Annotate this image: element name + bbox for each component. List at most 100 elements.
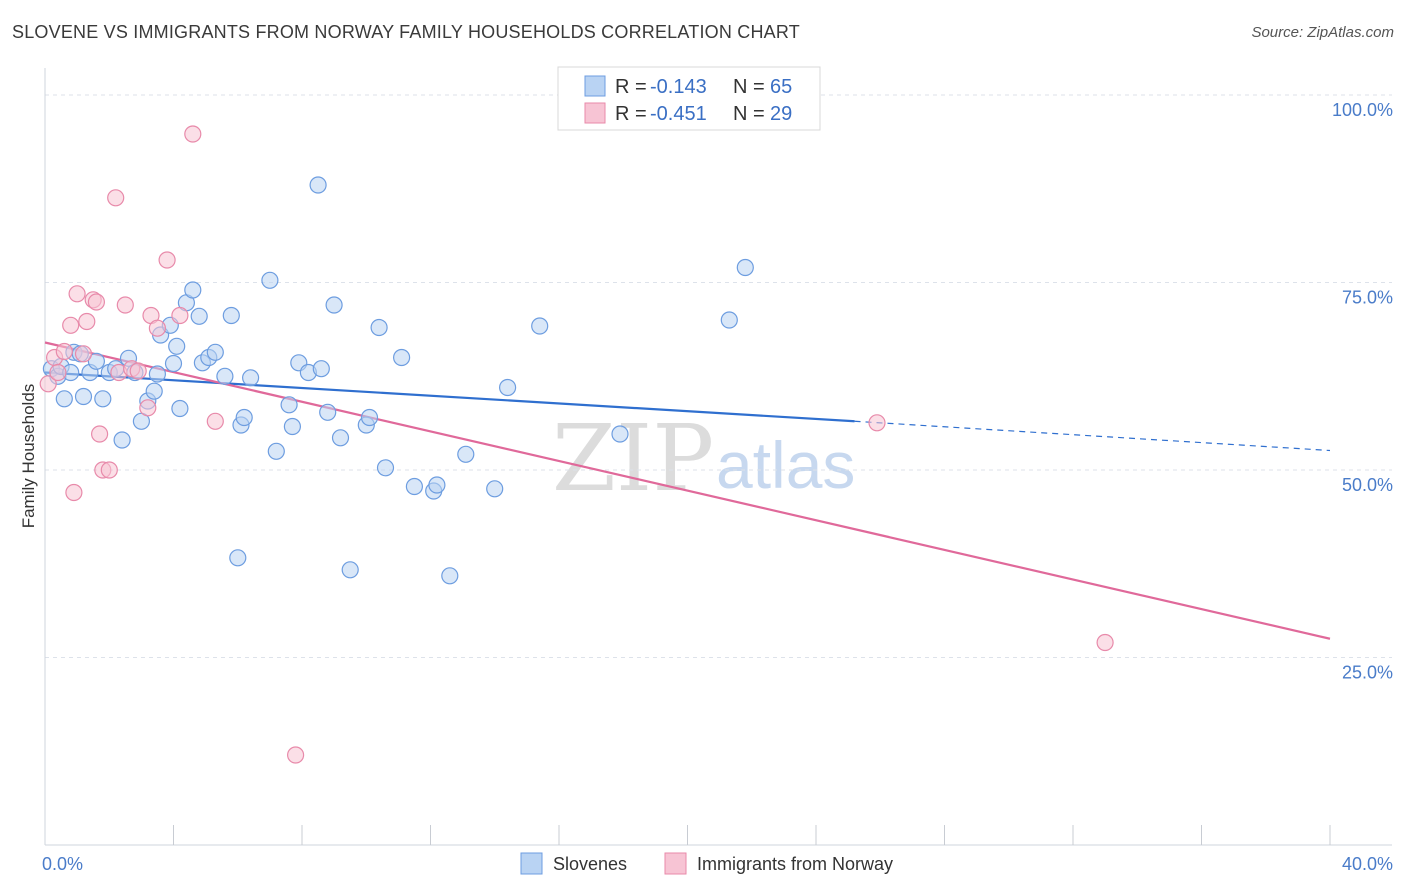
- point-slovenes: [331, 429, 350, 447]
- point-slovenes: [309, 176, 327, 194]
- point-norway: [206, 412, 224, 430]
- point-slovenes: [164, 354, 183, 373]
- point-norway: [171, 306, 189, 325]
- point-norway: [287, 746, 305, 764]
- legend-n-value-2: 29: [770, 103, 792, 125]
- point-slovenes: [736, 258, 754, 277]
- point-slovenes: [319, 403, 337, 421]
- point-slovenes: [74, 387, 93, 406]
- point-norway: [158, 251, 176, 269]
- point-norway: [68, 285, 86, 303]
- legend-swatch-slovenes: [584, 75, 606, 97]
- point-slovenes: [242, 369, 260, 387]
- point-slovenes: [441, 567, 459, 585]
- point-norway: [62, 316, 80, 334]
- point-norway: [65, 483, 83, 502]
- point-slovenes: [457, 445, 475, 463]
- legend-n-label-1: N =: [733, 76, 765, 98]
- point-slovenes: [499, 378, 517, 397]
- point-norway: [129, 362, 147, 380]
- point-norway: [55, 342, 73, 361]
- legend-n-label-2: N =: [733, 103, 765, 125]
- point-slovenes: [280, 396, 298, 414]
- point-slovenes: [235, 408, 253, 427]
- point-slovenes: [145, 382, 163, 400]
- point-norway: [107, 189, 125, 207]
- y-tick-label: 50.0%: [1342, 475, 1393, 495]
- point-slovenes: [486, 480, 504, 498]
- point-slovenes: [341, 561, 359, 579]
- point-norway: [78, 312, 96, 331]
- point-slovenes: [428, 476, 446, 494]
- legend-swatch-norway: [584, 102, 606, 124]
- point-norway: [49, 363, 67, 382]
- point-norway: [90, 425, 109, 443]
- point-slovenes: [370, 318, 388, 337]
- point-slovenes: [312, 360, 330, 378]
- point-slovenes: [148, 365, 166, 383]
- point-norway: [39, 375, 57, 393]
- point-slovenes: [190, 307, 208, 325]
- point-slovenes: [393, 348, 411, 367]
- point-slovenes: [171, 399, 189, 418]
- point-norway: [1096, 633, 1114, 652]
- point-slovenes: [261, 271, 279, 289]
- point-norway: [100, 461, 118, 479]
- legend-r-label-2: R =: [615, 103, 647, 125]
- watermark-atlas: atlas: [716, 428, 855, 502]
- point-slovenes: [405, 477, 423, 496]
- bottom-legend-swatch-norway: [664, 852, 687, 875]
- point-slovenes: [55, 390, 73, 408]
- point-norway: [148, 319, 166, 337]
- point-slovenes: [113, 431, 131, 449]
- y-tick-label: 25.0%: [1342, 663, 1393, 683]
- bottom-legend: Slovenes Immigrants from Norway: [520, 852, 893, 875]
- point-slovenes: [325, 296, 343, 314]
- point-norway: [74, 345, 93, 363]
- bottom-legend-label-slovenes: Slovenes: [553, 854, 627, 874]
- trend-extension-slovenes: [854, 420, 1331, 452]
- point-slovenes: [94, 390, 112, 408]
- trend-lines: [44, 341, 1331, 640]
- point-norway: [868, 414, 886, 432]
- legend-r-value-1: -0.143: [650, 76, 707, 98]
- point-slovenes: [611, 425, 629, 443]
- legend-r-value-2: -0.451: [650, 103, 707, 125]
- top-legend: R = -0.143 N = 65 R = -0.451 N = 29: [557, 66, 821, 131]
- point-slovenes: [360, 408, 379, 427]
- watermark-zip: ZIP: [552, 405, 714, 512]
- y-tick-label: 75.0%: [1342, 288, 1393, 308]
- trend-line-slovenes: [44, 371, 855, 423]
- legend-r-label-1: R =: [615, 76, 647, 98]
- point-norway: [116, 296, 134, 314]
- data-points: [39, 125, 1114, 764]
- point-slovenes: [216, 367, 234, 385]
- point-slovenes: [531, 317, 549, 335]
- point-slovenes: [229, 549, 247, 567]
- bottom-legend-label-norway: Immigrants from Norway: [697, 854, 893, 874]
- point-slovenes: [222, 306, 240, 325]
- watermark: ZIP atlas: [552, 405, 855, 512]
- point-slovenes: [168, 337, 186, 355]
- point-norway: [139, 399, 157, 417]
- point-slovenes: [184, 281, 202, 299]
- y-tick-label: 100.0%: [1332, 100, 1393, 120]
- point-norway: [184, 125, 202, 143]
- x-tick-label: 40.0%: [1342, 854, 1393, 874]
- point-slovenes: [206, 343, 224, 361]
- axes: 25.0% 50.0% 75.0% 100.0% 0.0% 40.0%: [42, 68, 1393, 874]
- point-slovenes: [87, 352, 106, 370]
- source-label: Source: ZipAtlas.com: [1251, 24, 1394, 41]
- x-tick-label: 0.0%: [42, 854, 83, 874]
- point-slovenes: [283, 417, 301, 436]
- y-axis-title: Family Households: [19, 384, 38, 529]
- bottom-legend-swatch-slovenes: [520, 852, 543, 875]
- point-slovenes: [720, 311, 738, 329]
- trend-line-norway: [44, 341, 1331, 640]
- point-norway: [87, 293, 106, 311]
- legend-n-value-1: 65: [770, 76, 792, 98]
- chart-title: SLOVENE VS IMMIGRANTS FROM NORWAY FAMILY…: [12, 22, 800, 42]
- point-slovenes: [376, 459, 395, 477]
- point-slovenes: [267, 442, 285, 460]
